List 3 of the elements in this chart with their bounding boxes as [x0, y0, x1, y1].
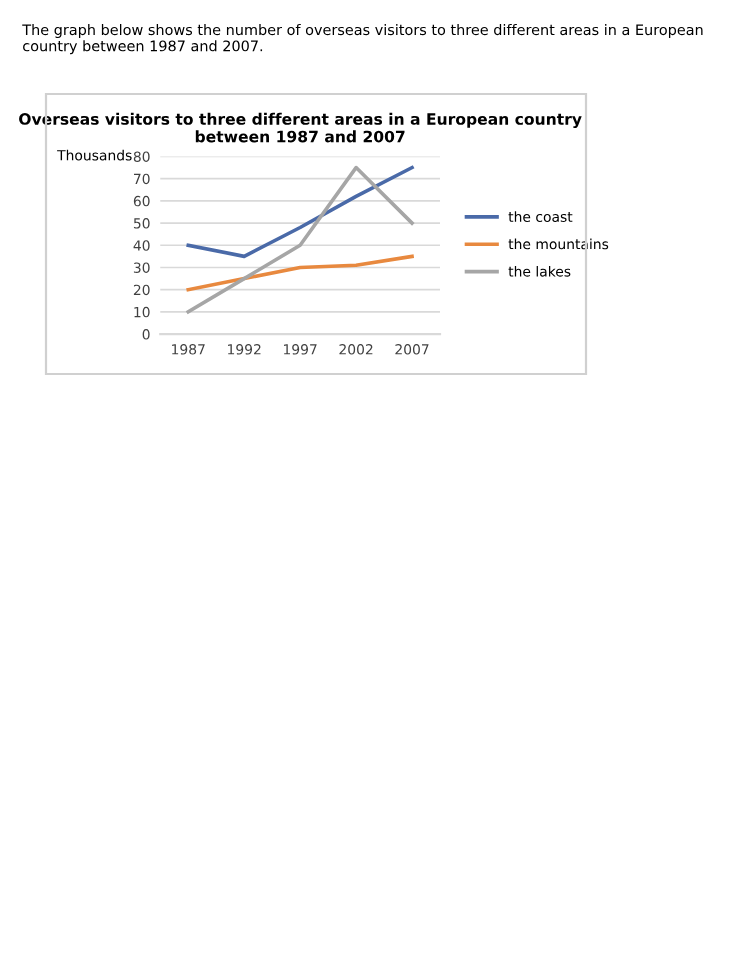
line-series: [186, 165, 414, 259]
line-series: [186, 165, 414, 314]
line-series: [186, 254, 414, 292]
